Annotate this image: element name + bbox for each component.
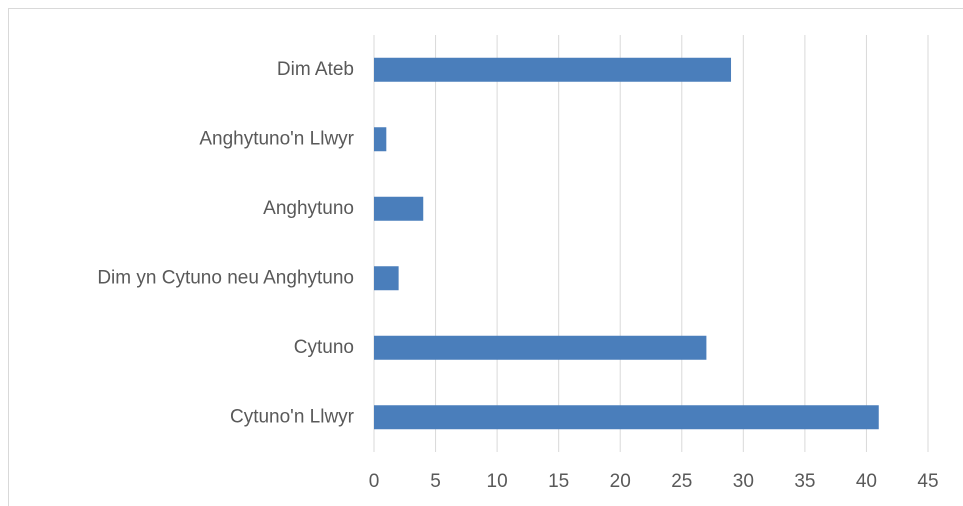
y-tick-label: Anghytuno'n Llwyr [199, 128, 354, 149]
bar [374, 335, 707, 360]
x-tick-label: 45 [917, 471, 938, 492]
x-tick-label: 30 [733, 471, 754, 492]
bar [374, 266, 399, 291]
y-tick-label: Cytuno'n Llwyr [230, 406, 355, 427]
x-tick-label: 40 [856, 471, 877, 492]
x-tick-label: 15 [548, 471, 569, 492]
y-tick-label: Dim Ateb [277, 59, 354, 80]
bar [374, 127, 387, 152]
bar [374, 196, 424, 221]
x-tick-label: 0 [369, 471, 380, 492]
x-tick-label: 35 [794, 471, 815, 492]
y-tick-label: Dim yn Cytuno neu Anghytuno [97, 267, 354, 288]
y-tick-label: Cytuno [294, 337, 354, 358]
x-tick-label: 10 [487, 471, 508, 492]
x-tick-label: 20 [610, 471, 631, 492]
x-tick-label: 5 [430, 471, 441, 492]
y-tick-label: Anghytuno [263, 198, 354, 219]
chart-frame [8, 8, 963, 506]
bar [374, 405, 879, 430]
bar [374, 57, 732, 82]
x-tick-label: 25 [671, 471, 692, 492]
